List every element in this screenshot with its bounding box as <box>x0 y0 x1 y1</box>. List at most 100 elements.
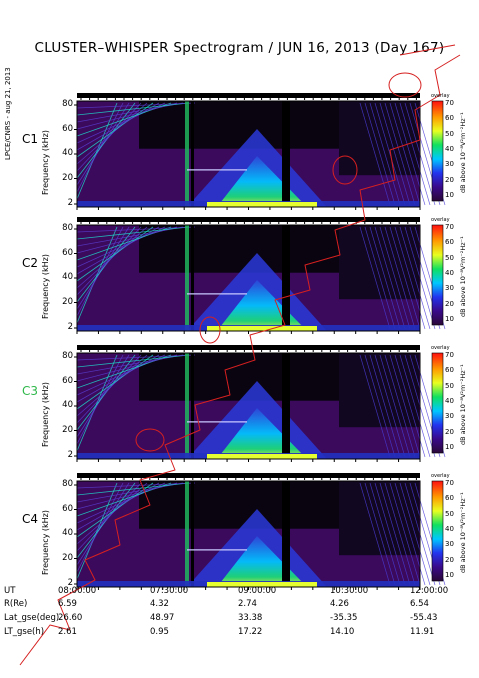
colorbar-tick-label: 60 <box>445 238 454 247</box>
axis-value: 6.59 <box>58 599 77 609</box>
emission-line <box>76 102 154 158</box>
axis-value: 2.74 <box>238 599 257 609</box>
colorbar-tick-label: 30 <box>445 540 454 549</box>
colorbar-tick-label: 70 <box>445 351 454 359</box>
colorbar-tick-label: 60 <box>445 114 454 123</box>
emission-line <box>76 354 184 375</box>
status-bar <box>77 217 420 222</box>
colorbar-tick-label: 20 <box>445 175 454 184</box>
colorbar-tick-label: 60 <box>445 366 454 375</box>
data-gap-region <box>339 225 419 300</box>
status-bar <box>77 473 420 478</box>
emission-line <box>76 354 154 410</box>
colorbar-label: dB above 10⁻⁸V²m⁻²Hz⁻¹ <box>459 492 467 573</box>
axis-row-label: UT <box>4 586 16 596</box>
colorbar-top-word: overlay <box>431 93 450 99</box>
emission-line <box>76 354 124 445</box>
emission-line <box>389 482 421 586</box>
y-axis-label: Frequency (kHz) <box>41 382 50 447</box>
low-frequency-peak <box>207 454 317 459</box>
data-gap-region <box>139 225 339 273</box>
watermark-loop <box>332 155 358 185</box>
colorbar-tick-label: 70 <box>445 223 454 231</box>
axis-value: 6.54 <box>410 599 429 609</box>
y-tick-label: 80 <box>62 479 73 489</box>
colorbar-tick-label: 10 <box>445 571 454 579</box>
emission-line <box>374 102 406 206</box>
y-tick-label: 2 <box>67 450 73 460</box>
emission-line <box>76 102 118 200</box>
emission-line <box>76 482 196 489</box>
watermark-stroke <box>19 54 461 666</box>
axis-value: 09:00:00 <box>238 586 277 596</box>
emission-line <box>76 354 148 417</box>
colorbar-tick-label: 30 <box>445 284 454 293</box>
status-bar <box>77 345 420 350</box>
emission-line <box>76 482 124 573</box>
emission-line <box>76 226 196 233</box>
y-tick-label: 60 <box>62 503 73 514</box>
colorbar-tick-label: 40 <box>445 397 454 405</box>
emission-line <box>364 102 396 206</box>
colorbar-tick-label: 50 <box>445 381 454 390</box>
data-gap-region <box>339 353 419 428</box>
emission-line <box>76 482 190 496</box>
y-tick-label: 2 <box>67 198 73 208</box>
emission-line <box>384 482 416 586</box>
y-tick-label: 60 <box>62 375 73 386</box>
emission-line <box>76 226 142 296</box>
emission-line <box>379 354 411 458</box>
data-gap-region <box>339 101 419 176</box>
emission-line <box>76 226 118 324</box>
data-gap-region <box>139 101 339 149</box>
emission-line <box>364 482 396 586</box>
emission-line <box>76 482 184 503</box>
axis-value: 26.60 <box>58 613 83 623</box>
data-gap-column <box>282 101 290 207</box>
colorbar-tick-label: 70 <box>445 479 454 487</box>
axis-value: 08:00:00 <box>58 586 97 596</box>
emission-line <box>76 226 124 317</box>
colorbar <box>431 352 444 454</box>
satellite-label-c2: C2 <box>22 256 39 270</box>
colorbar <box>431 224 444 326</box>
colorbar-tick-label: 10 <box>445 443 454 451</box>
emission-line <box>76 354 196 361</box>
y-tick-label: 60 <box>62 247 73 258</box>
emission-line <box>374 482 406 586</box>
colorbar-tick-label: 50 <box>445 509 454 518</box>
colorbar-tick-label: 10 <box>445 191 454 199</box>
emission-line <box>76 226 190 240</box>
emission-line <box>76 226 184 247</box>
axis-value: -35.35 <box>330 613 358 623</box>
axis-value: 11.91 <box>410 627 435 637</box>
emission-line <box>384 354 416 458</box>
emission-line <box>76 226 154 282</box>
emission-line <box>76 102 148 165</box>
colorbar-top-word: overlay <box>431 217 450 223</box>
axis-row-label: LT_gse(h) <box>4 627 45 637</box>
emission-line <box>369 102 401 206</box>
emission-line <box>389 102 421 206</box>
data-gap-region <box>339 481 419 556</box>
axis-value: 48.97 <box>150 613 175 623</box>
emission-line <box>369 226 401 330</box>
emission-line <box>369 354 401 458</box>
data-gap-column <box>191 225 194 331</box>
emission-line <box>76 102 142 172</box>
axis-value: 33.38 <box>238 613 263 623</box>
y-axis-label: Frequency (kHz) <box>41 510 50 575</box>
satellite-label-c4: C4 <box>22 512 39 526</box>
watermark-stroke <box>399 44 456 56</box>
data-gap-region <box>139 353 339 401</box>
y-tick-label: 80 <box>62 99 73 109</box>
watermark-loop <box>388 72 422 98</box>
colorbar-top-word: overlay <box>431 345 450 351</box>
emission-line <box>76 354 142 424</box>
page-title: CLUSTER–WHISPER Spectrogram / JUN 16, 20… <box>34 40 445 56</box>
low-frequency-peak <box>207 202 317 207</box>
colorbar-tick-label: 50 <box>445 253 454 262</box>
burst-band <box>185 101 189 207</box>
emission-line <box>76 102 196 109</box>
